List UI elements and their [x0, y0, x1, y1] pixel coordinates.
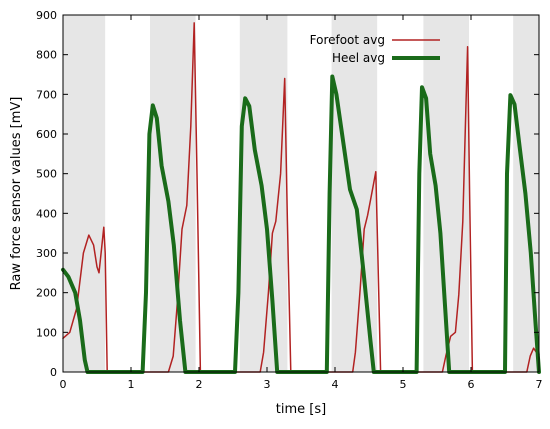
- shaded-band: [331, 15, 378, 372]
- x-tick-label: 6: [468, 378, 475, 391]
- x-axis-label: time [s]: [276, 402, 326, 417]
- legend-label-heel: Heel avg: [332, 51, 385, 65]
- y-tick-label: 700: [36, 88, 57, 101]
- y-tick-label: 200: [36, 287, 57, 300]
- x-tick-label: 4: [332, 378, 339, 391]
- shaded-band: [150, 15, 196, 372]
- series-line-forefoot: [62, 22, 540, 373]
- x-tick-label: 2: [196, 378, 203, 391]
- x-tick-label: 1: [128, 378, 135, 391]
- legend-label-forefoot: Forefoot avg: [310, 33, 385, 47]
- y-tick-label: 0: [50, 366, 57, 379]
- shaded-band: [63, 15, 106, 372]
- plot-frame: [62, 14, 540, 373]
- x-tick-label: 5: [400, 378, 407, 391]
- x-tick-label: 0: [60, 378, 67, 391]
- y-axis-label: Raw force sensor values [mV]: [9, 97, 24, 291]
- y-tick-label: 300: [36, 247, 57, 260]
- y-tick-label: 400: [36, 207, 57, 220]
- y-tick-label: 100: [36, 326, 57, 339]
- legend: Forefoot avg Heel avg: [310, 33, 440, 65]
- x-tick-label: 3: [264, 378, 271, 391]
- y-tick-label: 600: [36, 128, 57, 141]
- x-tick-label: 7: [536, 378, 543, 391]
- y-tick-label: 800: [36, 49, 57, 62]
- y-tick-label: 500: [36, 168, 57, 181]
- y-axis-ticks: 0 100 200 300 400 500 600 700 800 900: [36, 9, 539, 379]
- y-tick-label: 900: [36, 9, 57, 22]
- x-axis-ticks: 0 1 2 3 4 5 6 7: [60, 15, 543, 391]
